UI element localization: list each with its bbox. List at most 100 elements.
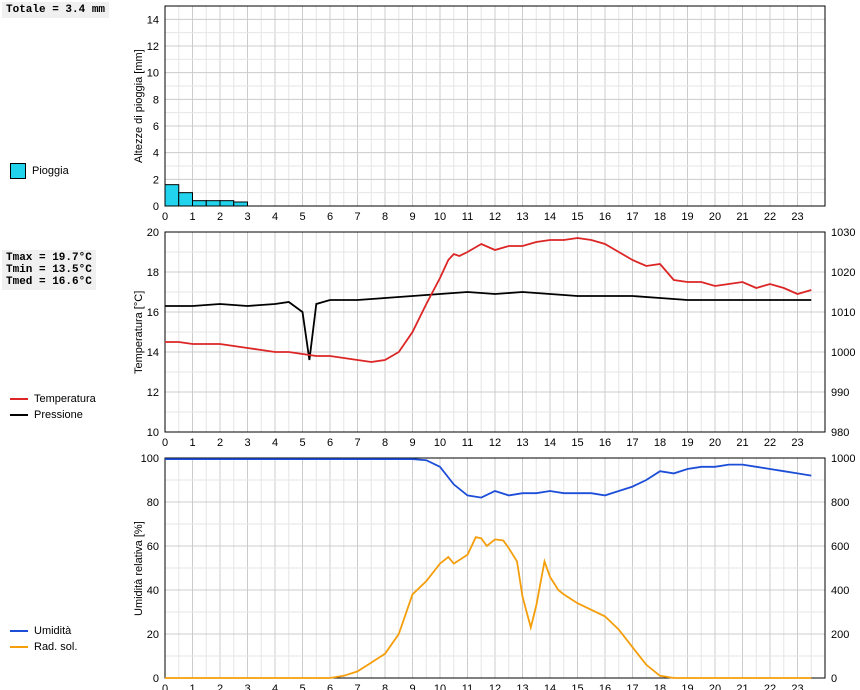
svg-text:20: 20	[709, 211, 721, 223]
svg-text:7: 7	[354, 683, 360, 690]
svg-text:9: 9	[409, 683, 415, 690]
svg-text:4: 4	[272, 211, 278, 223]
svg-text:980: 980	[831, 427, 849, 439]
svg-text:8: 8	[382, 437, 388, 449]
legend-hum: Umidità	[10, 625, 71, 637]
rain-ylabel: Altezze di pioggia [mm]	[133, 49, 145, 163]
svg-text:40: 40	[147, 585, 159, 597]
svg-text:17: 17	[626, 683, 638, 690]
svg-text:23: 23	[791, 211, 803, 223]
rad-linekey	[10, 646, 28, 648]
svg-text:0: 0	[162, 683, 168, 690]
svg-text:8: 8	[153, 94, 159, 106]
legend-press-label: Pressione	[34, 409, 83, 421]
legend-temp-label: Temperatura	[34, 393, 96, 405]
svg-text:9: 9	[409, 211, 415, 223]
legend-rad: Rad. sol.	[10, 641, 77, 653]
svg-text:2: 2	[153, 174, 159, 186]
svg-text:100: 100	[141, 453, 159, 465]
svg-text:5: 5	[299, 683, 305, 690]
svg-text:60: 60	[147, 541, 159, 553]
svg-text:10: 10	[147, 427, 159, 439]
svg-text:20: 20	[709, 683, 721, 690]
svg-text:23: 23	[791, 437, 803, 449]
legend-rad-label: Rad. sol.	[34, 641, 77, 653]
temp-summary-box: Tmax = 19.7°C Tmin = 13.5°C Tmed = 16.6°…	[2, 250, 96, 290]
svg-text:13: 13	[516, 211, 528, 223]
svg-text:1: 1	[189, 437, 195, 449]
svg-text:4: 4	[272, 437, 278, 449]
svg-text:600: 600	[831, 541, 849, 553]
svg-text:22: 22	[764, 211, 776, 223]
svg-text:1: 1	[189, 683, 195, 690]
svg-text:16: 16	[599, 683, 611, 690]
svg-text:20: 20	[709, 437, 721, 449]
svg-text:4: 4	[272, 683, 278, 690]
svg-text:990: 990	[831, 387, 849, 399]
svg-text:5: 5	[299, 211, 305, 223]
svg-text:800: 800	[831, 497, 849, 509]
svg-text:3: 3	[244, 437, 250, 449]
svg-text:4: 4	[153, 148, 159, 160]
svg-text:19: 19	[681, 683, 693, 690]
svg-text:0: 0	[162, 437, 168, 449]
svg-text:14: 14	[147, 14, 159, 26]
svg-text:6: 6	[327, 683, 333, 690]
svg-text:9: 9	[409, 437, 415, 449]
svg-text:18: 18	[147, 267, 159, 279]
svg-text:16: 16	[599, 437, 611, 449]
svg-text:18: 18	[654, 211, 666, 223]
svg-text:0: 0	[153, 673, 159, 685]
svg-text:400: 400	[831, 585, 849, 597]
svg-text:1010: 1010	[831, 307, 855, 319]
svg-text:20: 20	[147, 227, 159, 239]
svg-text:21: 21	[736, 437, 748, 449]
svg-text:14: 14	[147, 347, 159, 359]
svg-text:12: 12	[489, 683, 501, 690]
svg-text:16: 16	[599, 211, 611, 223]
legend-temp: Temperatura	[10, 393, 96, 405]
svg-text:11: 11	[462, 437, 473, 449]
svg-text:8: 8	[382, 683, 388, 690]
svg-text:200: 200	[831, 629, 849, 641]
legend-hum-label: Umidità	[34, 625, 71, 637]
svg-text:1030: 1030	[831, 227, 855, 239]
svg-text:20: 20	[147, 629, 159, 641]
rain-chart: 0246810121401234567891011121314151617181…	[165, 6, 825, 206]
svg-text:15: 15	[571, 211, 583, 223]
svg-text:22: 22	[764, 683, 776, 690]
svg-text:2: 2	[217, 683, 223, 690]
legend-press: Pressione	[10, 409, 83, 421]
svg-text:80: 80	[147, 497, 159, 509]
svg-text:1: 1	[189, 211, 195, 223]
svg-text:10: 10	[434, 211, 446, 223]
svg-text:0: 0	[831, 673, 837, 685]
svg-text:12: 12	[147, 387, 159, 399]
temp-press-chart: 1012141618209809901000101010201030012345…	[165, 232, 825, 432]
svg-text:7: 7	[354, 211, 360, 223]
svg-text:11: 11	[462, 211, 473, 223]
svg-text:3: 3	[244, 683, 250, 690]
svg-text:6: 6	[153, 121, 159, 133]
svg-text:7: 7	[354, 437, 360, 449]
svg-text:17: 17	[626, 437, 638, 449]
svg-text:1000: 1000	[831, 347, 855, 359]
svg-text:12: 12	[489, 211, 501, 223]
hum-rad-chart: 0204060801000200400600800100001234567891…	[165, 458, 825, 678]
svg-text:10: 10	[434, 437, 446, 449]
svg-text:1000: 1000	[831, 453, 855, 465]
svg-text:1020: 1020	[831, 267, 855, 279]
svg-text:0: 0	[153, 201, 159, 213]
svg-text:2: 2	[217, 437, 223, 449]
svg-text:19: 19	[681, 211, 693, 223]
svg-text:16: 16	[147, 307, 159, 319]
svg-text:15: 15	[571, 437, 583, 449]
rain-swatch	[10, 163, 26, 179]
legend-rain-label: Pioggia	[32, 165, 69, 177]
legend-rain: Pioggia	[10, 163, 69, 179]
svg-text:10: 10	[434, 683, 446, 690]
svg-text:2: 2	[217, 211, 223, 223]
svg-text:18: 18	[654, 437, 666, 449]
svg-text:6: 6	[327, 211, 333, 223]
svg-text:11: 11	[462, 683, 473, 690]
